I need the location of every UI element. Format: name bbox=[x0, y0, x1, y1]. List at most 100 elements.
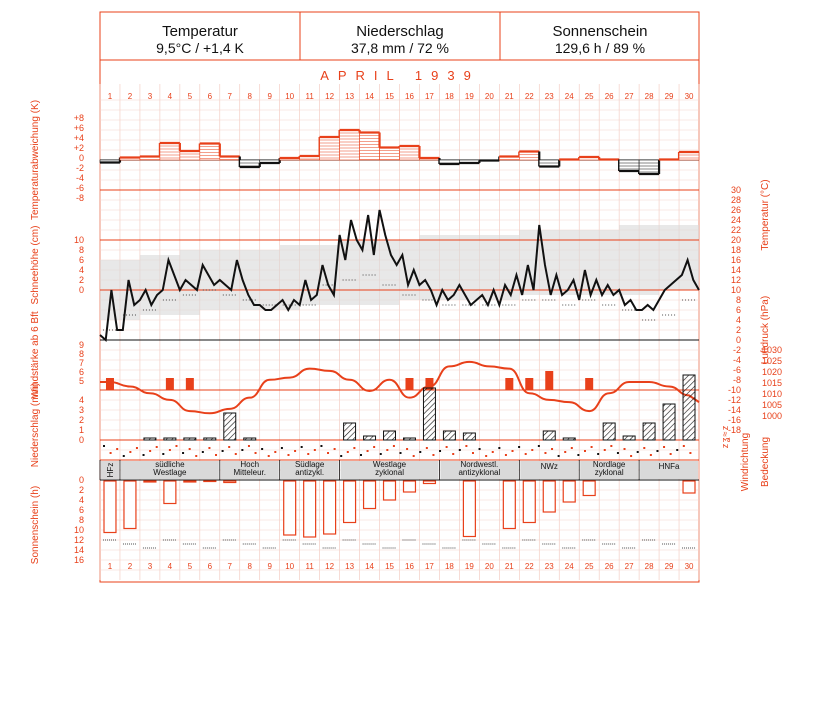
day-label-top: 18 bbox=[445, 92, 454, 101]
climate-band bbox=[439, 235, 460, 300]
sunshine-bar bbox=[682, 480, 696, 494]
pressure-tick: 1005 bbox=[762, 400, 782, 410]
sun-tick: 2 bbox=[79, 485, 84, 495]
dir-mark: z bbox=[720, 443, 730, 448]
wind-panel bbox=[105, 371, 594, 390]
dir-dot bbox=[175, 445, 178, 447]
weather-type-label: südliche bbox=[155, 460, 185, 469]
dir-dot bbox=[478, 448, 481, 450]
weather-type-box bbox=[640, 461, 698, 479]
precip-bar bbox=[143, 437, 157, 441]
precip-bar bbox=[403, 437, 416, 441]
sun-tick: 4 bbox=[79, 495, 84, 505]
dir-dot bbox=[603, 449, 606, 451]
dir-dot bbox=[274, 451, 277, 453]
sunshine-bar bbox=[103, 480, 117, 534]
day-label-bottom: 1 bbox=[108, 562, 113, 571]
temp-tick: 22 bbox=[731, 225, 741, 235]
day-label-top: 28 bbox=[645, 92, 654, 101]
dir-dot bbox=[287, 454, 290, 456]
anomaly-tick: 0 bbox=[79, 153, 84, 163]
day-label-top: 2 bbox=[128, 92, 133, 101]
weather-type-box bbox=[440, 461, 519, 479]
sunshine-bar bbox=[223, 480, 237, 484]
dir-dot bbox=[676, 449, 679, 451]
dir-dot bbox=[570, 447, 573, 449]
anomaly-bar bbox=[199, 143, 221, 161]
dir-dot bbox=[313, 449, 316, 451]
snow-tick: 2 bbox=[79, 275, 84, 285]
sunshine-bar bbox=[323, 480, 337, 535]
weather-type-box bbox=[580, 461, 639, 479]
climate-band bbox=[639, 225, 660, 295]
anomaly-bar bbox=[159, 142, 181, 161]
day-label-top: 17 bbox=[425, 92, 434, 101]
weather-type-label: Westlage bbox=[153, 468, 187, 477]
temp-tick: 18 bbox=[731, 245, 741, 255]
sun-tick: 6 bbox=[79, 505, 84, 515]
day-label-bottom: 14 bbox=[365, 562, 374, 571]
day-label-bottom: 5 bbox=[188, 562, 193, 571]
weather-type-label: Nordlage bbox=[593, 460, 626, 469]
wind-mark bbox=[545, 371, 554, 390]
dir-dot bbox=[597, 453, 600, 455]
day-label-top: 13 bbox=[345, 92, 354, 101]
day-label-bottom: 27 bbox=[625, 562, 634, 571]
dir-dot bbox=[498, 447, 501, 449]
day-label-top: 27 bbox=[625, 92, 634, 101]
snow-tick: 6 bbox=[79, 255, 84, 265]
temp-tick: -8 bbox=[733, 375, 741, 385]
climate-band bbox=[619, 225, 640, 295]
precip-bar bbox=[183, 437, 197, 441]
dir-dot bbox=[135, 447, 138, 449]
temp-tick: -12 bbox=[728, 395, 741, 405]
weather-type-box bbox=[120, 461, 219, 479]
day-labels-top: 1 2 3 4 5 6 7 8 9 10 11 12 13 14 15 16 17 18 19 20 21 22 23 24 2… bbox=[108, 92, 694, 101]
precip-bar bbox=[442, 430, 456, 441]
precip-bar bbox=[223, 412, 237, 441]
climate-band bbox=[659, 225, 680, 290]
day-label-top: 29 bbox=[665, 92, 674, 101]
precip-bar bbox=[422, 387, 436, 441]
sun-tick: 12 bbox=[74, 535, 84, 545]
dir-dot bbox=[261, 448, 264, 450]
temp-tick: 2 bbox=[736, 325, 741, 335]
temp-value: 9,5°C / +1,4 K bbox=[156, 40, 244, 56]
weather-type-box bbox=[520, 461, 579, 479]
weather-type-label: zyklonal bbox=[375, 468, 404, 477]
wind-dir-axis-label: Windrichtung bbox=[740, 433, 751, 491]
dir-dot bbox=[432, 454, 435, 456]
dir-dot bbox=[300, 446, 303, 448]
sunshine-bar bbox=[502, 480, 516, 530]
climate-band bbox=[199, 250, 220, 310]
dir-dot bbox=[340, 455, 343, 457]
temp-tick: -14 bbox=[728, 405, 741, 415]
sunshine-bar bbox=[303, 480, 317, 538]
dir-dot bbox=[656, 450, 659, 452]
climate-band bbox=[139, 255, 160, 315]
wind-mark bbox=[505, 378, 514, 390]
precip-axis-label: Niederschlag (mm) bbox=[30, 383, 41, 467]
dir-dot bbox=[425, 447, 428, 449]
sunshine-bar bbox=[362, 480, 377, 510]
dir-dot bbox=[162, 453, 165, 455]
wind-tick: 6 bbox=[79, 367, 84, 377]
climate-band bbox=[279, 245, 300, 310]
day-label-bottom: 21 bbox=[505, 562, 514, 571]
dir-dot bbox=[504, 454, 507, 456]
weather-type-label: Westlage bbox=[373, 460, 407, 469]
temp-tick: 10 bbox=[731, 285, 741, 295]
pressure-line bbox=[100, 360, 700, 415]
dir-dot bbox=[221, 450, 224, 452]
day-label-top: 21 bbox=[505, 92, 514, 101]
climate-band bbox=[159, 255, 180, 315]
precip-bar bbox=[682, 374, 696, 441]
dir-dot bbox=[122, 455, 125, 457]
precip-bar bbox=[163, 437, 177, 441]
dir-dot bbox=[307, 453, 310, 455]
weather-type-label: antizykl. bbox=[295, 468, 324, 477]
wind-mark bbox=[405, 378, 414, 390]
climate-band bbox=[459, 235, 480, 300]
dir-dot bbox=[327, 452, 330, 454]
precip-bar bbox=[562, 437, 576, 441]
